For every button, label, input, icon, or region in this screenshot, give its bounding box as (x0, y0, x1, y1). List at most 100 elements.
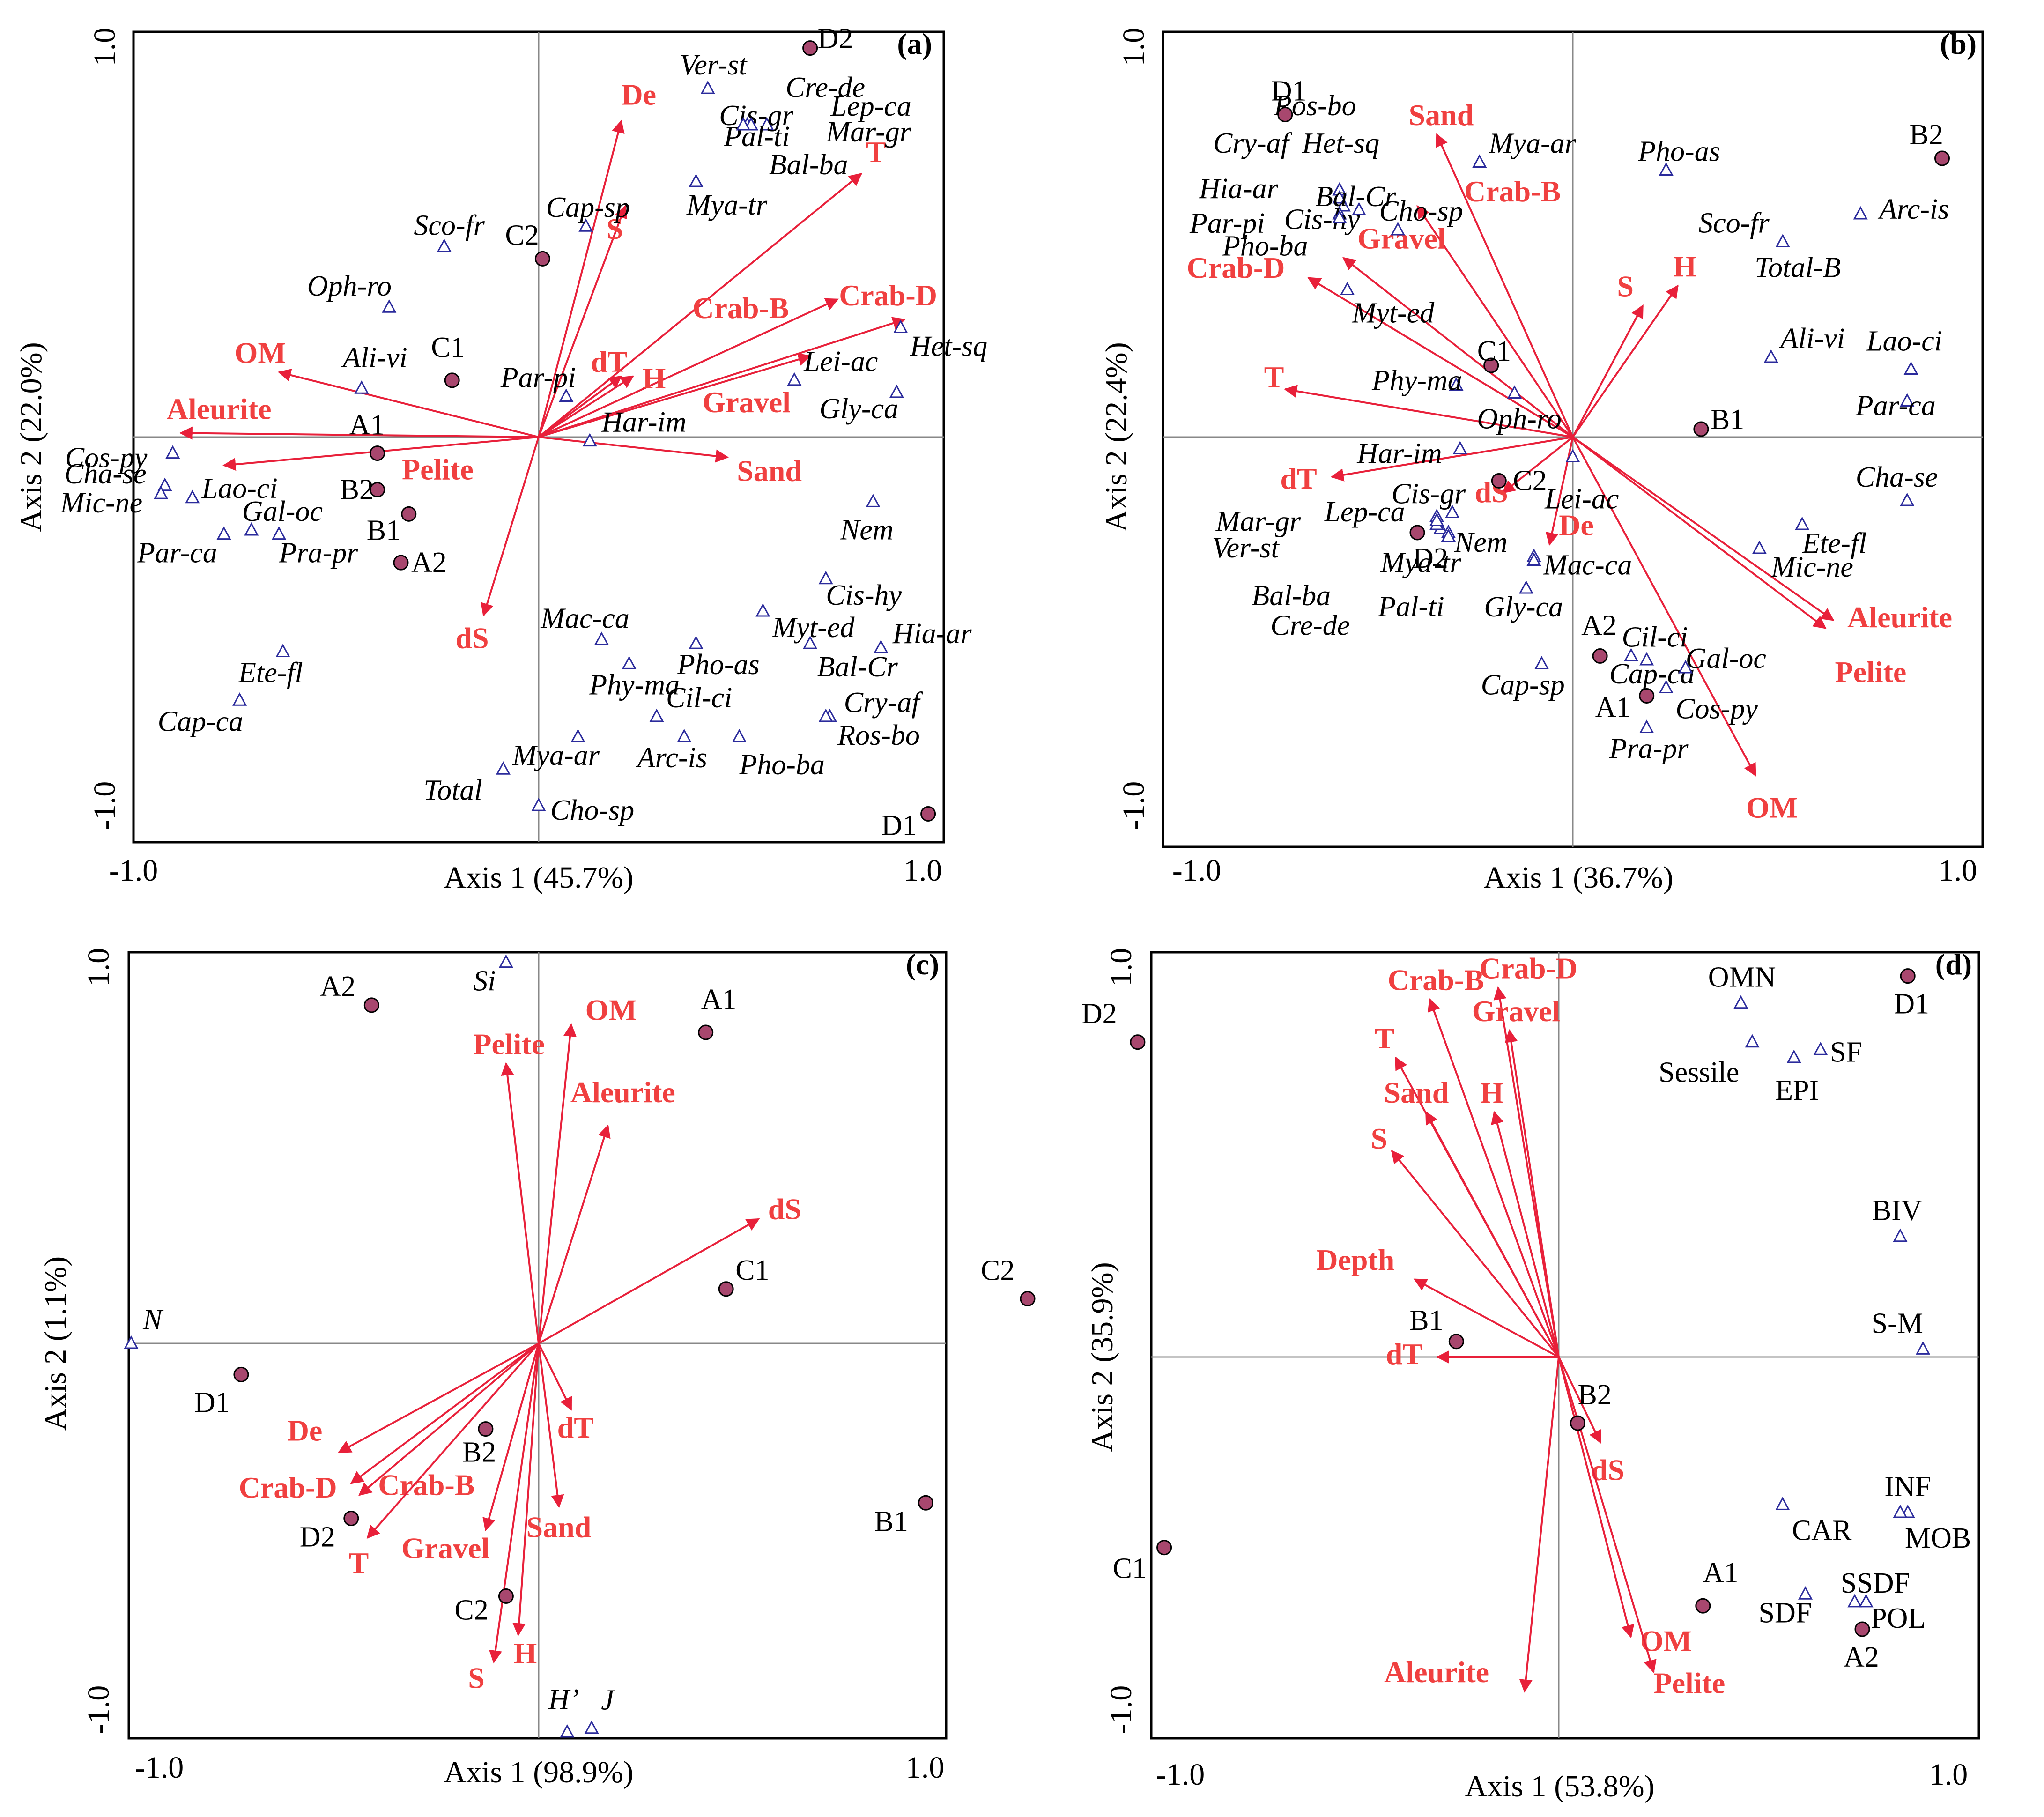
species-label-lep-ca: Lep-ca (830, 90, 911, 122)
panel-a-xtick-max: 1.0 (904, 853, 942, 888)
species-marker-pho-as (689, 636, 704, 649)
site-label-c1: C1 (735, 1254, 769, 1286)
env-arrow-pelite (1558, 1357, 1657, 1673)
env-arrow-s (489, 1343, 540, 1664)
species-label-sco-fr: Sco-fr (414, 209, 485, 241)
species-label-cha-se: Cha-se (64, 458, 147, 490)
species-marker-lei-ac (787, 372, 802, 386)
species-label-nem: Nem (1454, 527, 1508, 558)
species-marker-lao-ci (1903, 361, 1918, 375)
panel-d-ytick-max: 1.0 (1104, 948, 1138, 987)
site-point-b2 (478, 1421, 494, 1437)
species-marker-cis-hy (818, 571, 833, 585)
species-marker-par-pi (559, 388, 574, 402)
panel-a-xlabel: Axis 1 (45.7%) (444, 860, 633, 895)
site-label-d1: D1 (194, 1387, 230, 1418)
site-label-b2: B2 (1578, 1379, 1612, 1411)
species-label-ver-st: Ver-st (1212, 532, 1280, 564)
species-label-mya-tr: Mya-tr (1380, 547, 1462, 579)
species-label-cis-gr: Cis-gr (719, 100, 793, 132)
species-marker-cis-gr (1445, 504, 1460, 518)
species-label-inf: INF (1884, 1471, 1931, 1503)
species-label-cho-sp: Cho-sp (550, 794, 634, 826)
species-label-lei-ac: Lei-ac (1544, 483, 1619, 515)
site-point-c1 (718, 1281, 734, 1297)
species-marker-h (560, 1724, 575, 1738)
panel-a-xtick-min: -1.0 (109, 853, 158, 888)
species-label-pho-as: Pho-as (1637, 136, 1720, 168)
panel-d-xtick-max: 1.0 (1929, 1758, 1968, 1792)
species-label-gal-oc: Gal-oc (242, 496, 323, 527)
env-label-gravel: Gravel (401, 1531, 489, 1565)
species-label-pra-pr: Pra-pr (1609, 733, 1689, 765)
species-label-nem: Nem (840, 514, 894, 546)
site-label-b2: B2 (340, 474, 374, 505)
species-label-par-pi: Par-pi (500, 362, 576, 394)
species-marker-s-m (1916, 1341, 1931, 1355)
site-point-c1 (1483, 357, 1499, 373)
env-label-pelite: Pelite (473, 1027, 545, 1061)
env-label-sand: Sand (1409, 98, 1474, 132)
panel-c-ytick-max: 1.0 (81, 948, 116, 987)
species-marker-sco-fr (437, 238, 452, 252)
site-label-c1: C1 (1477, 335, 1511, 367)
species-marker-par-ca (1900, 393, 1915, 407)
panel-b-label: (b) (1940, 27, 1977, 60)
species-label-pal-ti: Pal-ti (723, 121, 790, 153)
site-point-d1 (1900, 968, 1916, 984)
panel-d-label: (d) (1935, 948, 1972, 981)
env-label-ds: dS (455, 622, 489, 655)
env-label-de: De (288, 1414, 323, 1447)
env-arrow-crab-b (358, 1342, 540, 1496)
env-arrow-de (1545, 437, 1574, 546)
species-marker-sf (1813, 1042, 1828, 1055)
species-label-ali-vi: Ali-vi (1778, 323, 1845, 355)
env-label-s: S (468, 1661, 485, 1695)
panel-b-xtick-max: 1.0 (1939, 853, 1977, 888)
species-label-par-pi: Par-pi (1189, 208, 1265, 239)
species-label-ete-fl: Ete-fl (1802, 527, 1867, 559)
species-label-cil-ci: Cil-ci (666, 682, 732, 714)
env-label-crab-b: Crab-B (1388, 963, 1484, 996)
site-label-d2: D2 (818, 23, 853, 55)
site-label-b1: B1 (874, 1506, 908, 1537)
species-marker-n (124, 1335, 139, 1349)
env-label-aleurite: Aleurite (167, 392, 272, 425)
species-marker-si (498, 954, 513, 968)
site-point-d2 (1409, 525, 1425, 541)
env-label-om: OM (235, 336, 286, 370)
site-point-b2 (1570, 1415, 1585, 1431)
env-label-de: De (621, 78, 656, 111)
species-label-bal-ba: Bal-ba (1252, 580, 1331, 612)
species-marker-pho-ba (732, 728, 747, 742)
species-label-pho-ba: Pho-ba (1222, 230, 1308, 262)
env-label-sand: Sand (526, 1511, 592, 1544)
site-point-c1 (444, 372, 460, 388)
species-label-ros-bo: Ros-bo (837, 719, 920, 751)
species-label-pra-pr: Pra-pr (279, 537, 359, 569)
env-arrow-de (538, 119, 625, 438)
env-arrow-ds (1558, 1357, 1601, 1444)
species-label-j: J (601, 1684, 615, 1716)
env-label-crab-b: Crab-B (378, 1468, 474, 1502)
species-label-cap-sp: Cap-sp (1481, 669, 1565, 701)
species-label-s-m: S-M (1872, 1307, 1923, 1339)
panel-b-ylabel: Axis 2 (22.4%) (1099, 342, 1133, 532)
site-label-c2: C2 (981, 1255, 1015, 1287)
env-label-ds: dS (768, 1192, 801, 1225)
env-label-gravel: Gravel (1472, 994, 1560, 1028)
site-point-b1 (1448, 1334, 1464, 1350)
species-label-cre-de: Cre-de (1270, 610, 1350, 642)
env-arrow-aleurite (1519, 1357, 1560, 1693)
env-label-sand: Sand (737, 454, 802, 487)
species-label-cap-ca: Cap-ca (158, 705, 244, 737)
species-label-cry-af: Cry-af (844, 687, 924, 719)
species-label-lao-ci: Lao-ci (201, 473, 278, 504)
species-marker-myt-ed (755, 603, 770, 617)
species-label-car: CAR (1792, 1514, 1852, 1546)
species-label-par-ca: Par-ca (137, 537, 217, 569)
env-arrow-dt (538, 375, 622, 438)
env-label-depth: Depth (1316, 1243, 1394, 1276)
species-marker-mya-ar (1472, 154, 1487, 168)
